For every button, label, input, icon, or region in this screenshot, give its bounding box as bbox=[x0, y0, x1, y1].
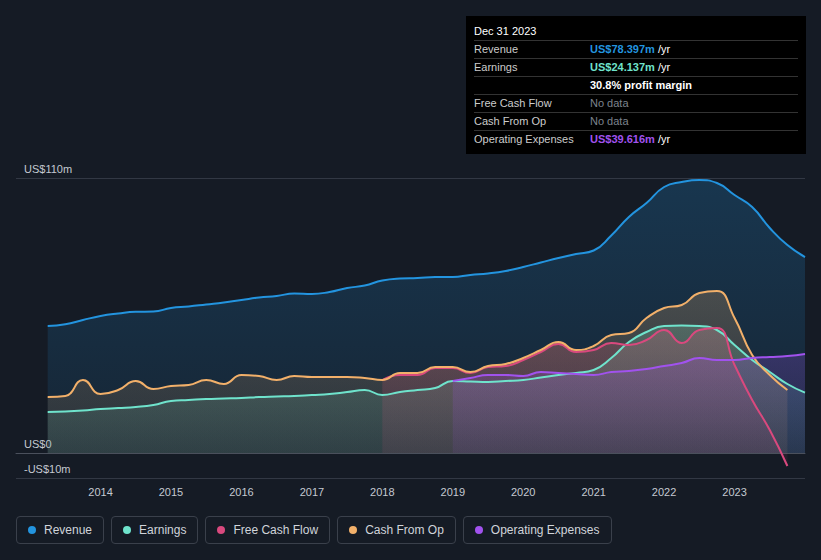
svg-text:US$110m: US$110m bbox=[24, 163, 72, 175]
html-text:Cash From Op: Cash From Op bbox=[365, 523, 444, 537]
html-text:Revenue: Revenue bbox=[474, 43, 518, 55]
html-text:US$78.397m /yr: US$78.397m /yr bbox=[590, 43, 671, 55]
svg-text:2020: 2020 bbox=[511, 486, 535, 498]
html-text:No data: No data bbox=[590, 97, 629, 109]
svg-text:2018: 2018 bbox=[370, 486, 394, 498]
svg-text:2022: 2022 bbox=[652, 486, 676, 498]
html-text:Cash From Op: Cash From Op bbox=[474, 115, 547, 127]
svg-text:2014: 2014 bbox=[88, 486, 112, 498]
html-text:Operating Expenses: Operating Expenses bbox=[474, 133, 574, 145]
svg-text:US$0: US$0 bbox=[24, 438, 52, 450]
html-text:Earnings: Earnings bbox=[139, 523, 187, 537]
svg-text:2023: 2023 bbox=[722, 486, 746, 498]
svg-text:2015: 2015 bbox=[159, 486, 183, 498]
html-text:No data: No data bbox=[590, 115, 629, 127]
svg-text:2017: 2017 bbox=[300, 486, 324, 498]
html-text:US$39.616m /yr: US$39.616m /yr bbox=[590, 133, 671, 145]
html-text:Free Cash Flow: Free Cash Flow bbox=[474, 97, 552, 109]
svg-text:2019: 2019 bbox=[441, 486, 465, 498]
svg-text:-US$10m: -US$10m bbox=[24, 463, 70, 475]
html-text:Revenue: Revenue bbox=[44, 523, 92, 537]
html-text:US$24.137m /yr: US$24.137m /yr bbox=[590, 61, 671, 73]
html-text:Earnings: Earnings bbox=[474, 61, 518, 73]
html-text:Dec 31 2023: Dec 31 2023 bbox=[474, 25, 537, 37]
html-text:Free Cash Flow: Free Cash Flow bbox=[233, 523, 319, 537]
svg-text:2021: 2021 bbox=[581, 486, 605, 498]
html-text:Operating Expenses: Operating Expenses bbox=[490, 523, 600, 537]
html-text:30.8% profit margin: 30.8% profit margin bbox=[590, 79, 693, 91]
svg-text:2016: 2016 bbox=[229, 486, 253, 498]
